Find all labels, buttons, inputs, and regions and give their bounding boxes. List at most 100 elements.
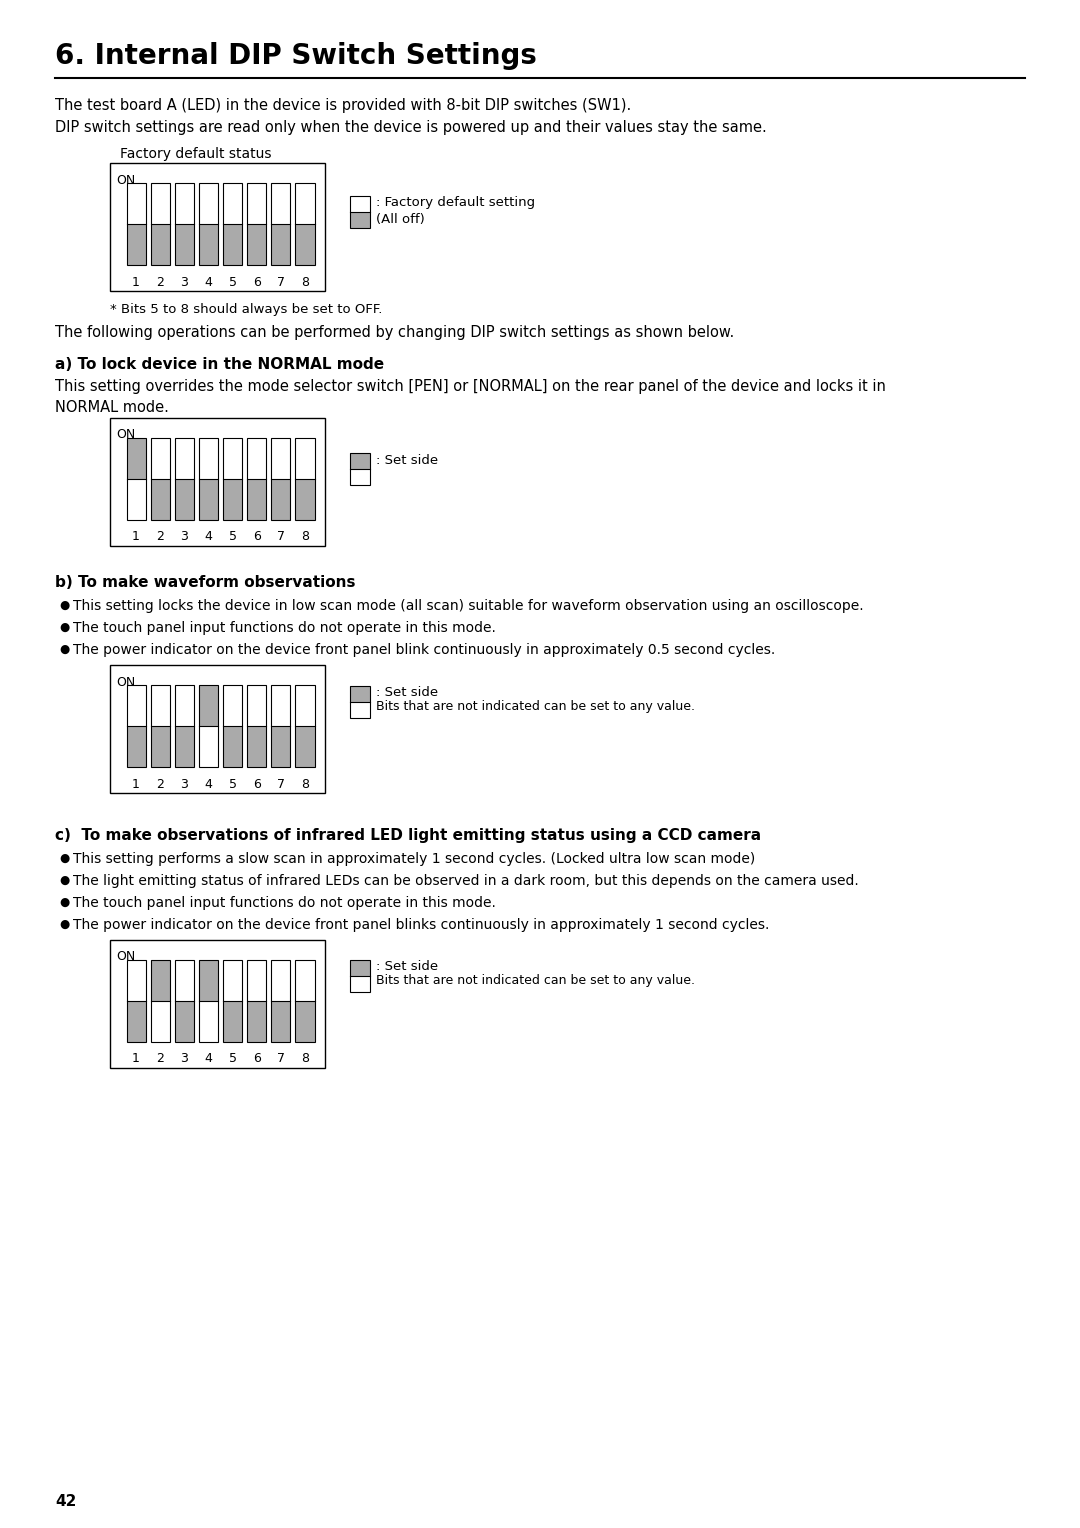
Bar (295, 439, 314, 478)
Text: 6. Internal DIP Switch Settings: 6. Internal DIP Switch Settings (55, 41, 537, 70)
Bar (110, 163, 325, 290)
Bar (295, 439, 314, 520)
Text: 2: 2 (157, 778, 164, 790)
Text: ●: ● (59, 853, 69, 865)
Text: The touch panel input functions do not operate in this mode.: The touch panel input functions do not o… (73, 895, 496, 911)
Text: (All off): (All off) (376, 212, 424, 226)
Text: 6: 6 (253, 1053, 260, 1065)
Text: 3: 3 (180, 530, 188, 544)
Text: 2: 2 (157, 530, 164, 544)
Text: 6: 6 (253, 778, 260, 790)
Bar (150, 183, 170, 225)
Bar (199, 960, 218, 1001)
Bar (126, 225, 146, 264)
Text: 5: 5 (229, 1053, 237, 1065)
Text: Bits that are not indicated can be set to any value.: Bits that are not indicated can be set t… (376, 700, 696, 714)
Bar (175, 685, 194, 726)
Text: ●: ● (59, 918, 69, 931)
Bar (350, 469, 370, 484)
Bar (175, 478, 194, 520)
Bar (295, 960, 314, 1042)
Text: This setting locks the device in low scan mode (all scan) suitable for waveform : This setting locks the device in low sca… (73, 599, 864, 613)
Text: 1: 1 (132, 275, 140, 289)
Text: 4: 4 (204, 530, 213, 544)
Bar (175, 439, 194, 520)
Bar (350, 960, 370, 976)
Text: 3: 3 (180, 1053, 188, 1065)
Bar (199, 225, 218, 264)
Text: 7: 7 (276, 778, 285, 790)
Bar (199, 685, 218, 726)
Text: 7: 7 (276, 1053, 285, 1065)
Text: NORMAL mode.: NORMAL mode. (55, 400, 168, 416)
Bar (295, 960, 314, 1001)
Bar (126, 685, 146, 767)
Bar (126, 439, 146, 478)
Bar (126, 183, 146, 264)
Bar (350, 452, 370, 484)
Bar (295, 183, 314, 225)
Bar (150, 225, 170, 264)
Text: 8: 8 (301, 778, 309, 790)
Bar (271, 960, 291, 1042)
Bar (222, 478, 242, 520)
Bar (199, 1001, 218, 1042)
Bar (222, 183, 242, 264)
Bar (222, 685, 242, 767)
Bar (199, 478, 218, 520)
Text: : Set side: : Set side (376, 686, 438, 698)
Bar (126, 726, 146, 767)
Bar (247, 225, 267, 264)
Text: a) To lock device in the NORMAL mode: a) To lock device in the NORMAL mode (55, 358, 384, 371)
Bar (126, 960, 146, 1001)
Text: ●: ● (59, 643, 69, 656)
Bar (126, 960, 146, 1042)
Bar (199, 439, 218, 478)
Text: b) To make waveform observations: b) To make waveform observations (55, 575, 355, 590)
Text: ●: ● (59, 874, 69, 886)
Bar (175, 960, 194, 1042)
Bar (110, 665, 325, 793)
Bar (175, 183, 194, 225)
Text: 8: 8 (301, 1053, 309, 1065)
Bar (150, 960, 170, 1001)
Bar (350, 452, 370, 469)
Bar (350, 960, 370, 992)
Bar (175, 726, 194, 767)
Text: The following operations can be performed by changing DIP switch settings as sho: The following operations can be performe… (55, 325, 734, 341)
Text: 6: 6 (253, 275, 260, 289)
Bar (350, 686, 370, 701)
Bar (199, 183, 218, 264)
Bar (150, 685, 170, 767)
Text: ON: ON (116, 675, 135, 689)
Text: : Factory default setting: : Factory default setting (376, 196, 535, 209)
Text: This setting overrides the mode selector switch [PEN] or [NORMAL] on the rear pa: This setting overrides the mode selector… (55, 379, 886, 394)
Bar (271, 439, 291, 520)
Bar (150, 478, 170, 520)
Text: c)  To make observations of infrared LED light emitting status using a CCD camer: c) To make observations of infrared LED … (55, 828, 761, 843)
Bar (271, 726, 291, 767)
Text: The light emitting status of infrared LEDs can be observed in a dark room, but t: The light emitting status of infrared LE… (73, 874, 859, 888)
Text: The test board A (LED) in the device is provided with 8-bit DIP switches (SW1).: The test board A (LED) in the device is … (55, 98, 631, 113)
Bar (247, 183, 267, 225)
Bar (222, 183, 242, 225)
Text: DIP switch settings are read only when the device is powered up and their values: DIP switch settings are read only when t… (55, 121, 767, 134)
Bar (350, 686, 370, 718)
Bar (175, 183, 194, 264)
Text: 6: 6 (253, 530, 260, 544)
Bar (271, 478, 291, 520)
Text: 4: 4 (204, 1053, 213, 1065)
Bar (110, 940, 325, 1068)
Bar (271, 183, 291, 225)
Text: 5: 5 (229, 778, 237, 790)
Bar (199, 726, 218, 767)
Bar (295, 1001, 314, 1042)
Bar (222, 960, 242, 1042)
Bar (222, 439, 242, 478)
Bar (150, 726, 170, 767)
Bar (199, 183, 218, 225)
Bar (175, 439, 194, 478)
Bar (247, 726, 267, 767)
Text: 5: 5 (229, 275, 237, 289)
Text: 42: 42 (55, 1494, 77, 1510)
